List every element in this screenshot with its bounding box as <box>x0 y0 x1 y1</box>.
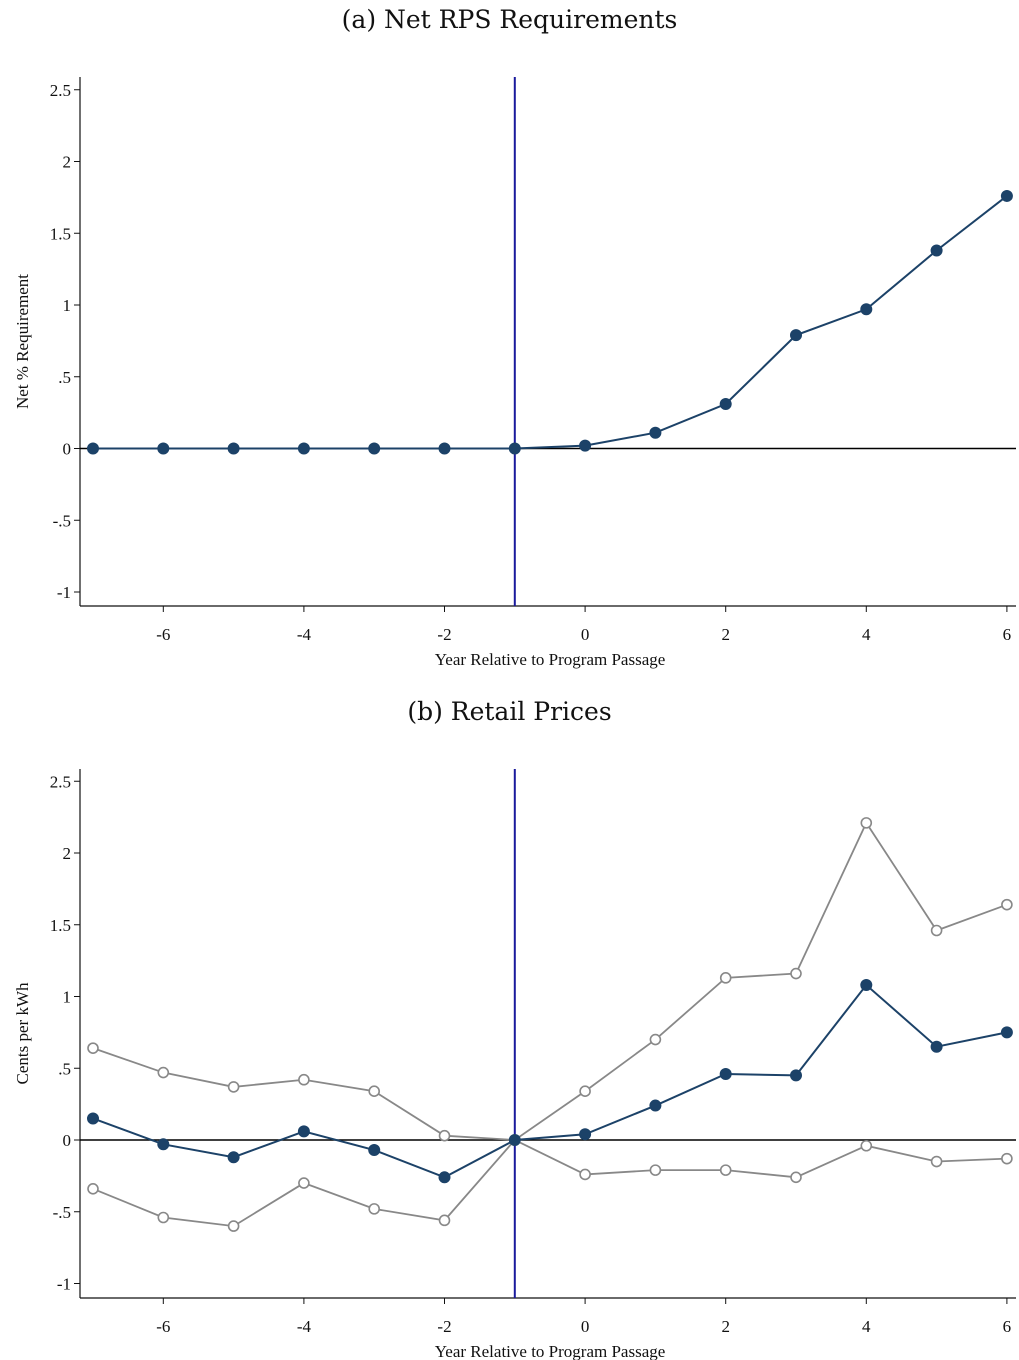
x-tick-label: -4 <box>297 1317 312 1336</box>
data-point-estimate <box>719 1067 732 1080</box>
data-point-lower <box>930 1155 943 1168</box>
y-tick-label: 2.5 <box>50 81 71 100</box>
y-axis-label: Net % Requirement <box>13 274 32 409</box>
y-tick-label: 2 <box>63 844 72 863</box>
data-point-upper <box>438 1129 451 1142</box>
x-axis-label: Year Relative to Program Passage <box>435 650 666 669</box>
data-point-estimate <box>1000 189 1013 202</box>
data-point-estimate <box>930 1040 943 1053</box>
x-tick-label: -6 <box>156 1317 170 1336</box>
data-point-estimate <box>649 1099 662 1112</box>
data-point-estimate <box>508 442 521 455</box>
data-point-upper <box>1001 898 1013 911</box>
data-point-upper <box>227 1081 240 1093</box>
data-point-estimate <box>438 442 451 455</box>
x-tick-label: 0 <box>581 625 590 644</box>
y-tick-label: -1 <box>57 583 71 602</box>
x-tick-label: 4 <box>862 1317 871 1336</box>
data-point-lower <box>579 1168 591 1181</box>
x-tick-label: -2 <box>437 625 451 644</box>
data-point-upper <box>87 1042 99 1054</box>
series-line-upper <box>92 821 1008 1141</box>
y-tick-label: -.5 <box>53 1203 71 1222</box>
data-point-estimate <box>297 1125 310 1138</box>
data-point-estimate <box>227 442 240 455</box>
x-tick-label: 6 <box>1003 1317 1012 1336</box>
series-line-estimate <box>92 983 1008 1179</box>
data-point-upper <box>298 1073 310 1086</box>
data-point-lower <box>860 1139 873 1152</box>
data-point-estimate <box>860 979 873 992</box>
y-tick-label: 0 <box>63 1131 72 1150</box>
data-point-lower <box>298 1177 310 1189</box>
data-point-estimate <box>508 1134 521 1146</box>
data-point-upper <box>157 1066 170 1079</box>
data-point-estimate <box>790 329 802 342</box>
data-point-estimate <box>297 442 310 455</box>
data-point-lower <box>1001 1152 1013 1165</box>
panel-b-retail-prices: (b) Retail Prices -1 -.5 0 .5 1 1.5 2 2.5 -6 -4 -2 0… <box>13 697 1016 1360</box>
data-point-estimate <box>860 303 873 316</box>
x-tick-label: 6 <box>1003 625 1012 644</box>
data-point-estimate <box>719 398 732 411</box>
data-point-estimate <box>87 1112 99 1125</box>
y-tick-label: 2.5 <box>50 772 71 791</box>
data-point-lower <box>790 1171 802 1184</box>
series-line-estimate <box>93 195 1008 450</box>
data-point-upper <box>860 817 873 829</box>
y-tick-label: 1.5 <box>50 916 71 935</box>
x-tick-label: 2 <box>721 625 730 644</box>
y-tick-label: 2 <box>63 153 72 172</box>
data-point-estimate <box>930 244 943 257</box>
data-point-upper <box>579 1085 591 1098</box>
data-point-estimate <box>368 1144 381 1157</box>
y-tick-label: -.5 <box>53 511 71 530</box>
y-tick-label: 1 <box>63 296 72 315</box>
y-tick-label: .5 <box>58 368 71 387</box>
x-axis-label: Year Relative to Program Passage <box>435 1342 666 1360</box>
data-point-lower <box>649 1164 662 1176</box>
data-point-estimate <box>157 442 170 455</box>
y-tick-label: .5 <box>58 1059 71 1078</box>
data-point-upper <box>649 1033 662 1046</box>
data-point-estimate <box>790 1069 802 1082</box>
y-tick-label: 1 <box>63 988 72 1007</box>
data-point-estimate <box>1000 1026 1013 1039</box>
panel-a-net-rps-requirements: (a) Net RPS Requirements -1 -.5 0 .5 1 1.5 2 2.5… <box>13 5 1016 669</box>
x-tick-label: -6 <box>156 625 170 644</box>
data-point-lower <box>438 1214 451 1227</box>
data-point-lower <box>157 1211 170 1224</box>
data-point-lower <box>368 1203 381 1215</box>
data-point-upper <box>930 924 943 937</box>
data-point-lower <box>87 1182 99 1195</box>
data-point-lower <box>719 1164 732 1176</box>
data-point-estimate <box>438 1171 451 1184</box>
data-point-estimate <box>579 1128 592 1141</box>
x-tick-label: 4 <box>862 625 871 644</box>
x-tick-label: -4 <box>297 625 312 644</box>
y-axis-label: Cents per kWh <box>13 982 32 1084</box>
chart-title: (b) Retail Prices <box>407 697 611 726</box>
data-point-upper <box>719 972 732 984</box>
x-tick-label: -2 <box>437 1317 451 1336</box>
data-point-estimate <box>368 442 381 455</box>
series-line-lower <box>92 1138 1007 1228</box>
x-tick-label: 2 <box>721 1317 730 1336</box>
data-point-upper <box>368 1085 381 1098</box>
data-point-estimate <box>157 1138 170 1151</box>
data-point-estimate <box>579 439 592 452</box>
x-tick-label: 0 <box>581 1317 590 1336</box>
y-tick-label: -1 <box>57 1275 71 1294</box>
data-point-lower <box>227 1220 240 1232</box>
data-point-upper <box>790 967 802 980</box>
data-point-estimate <box>649 426 662 439</box>
chart-title: (a) Net RPS Requirements <box>342 5 678 34</box>
y-tick-label: 0 <box>63 440 72 459</box>
data-point-estimate <box>87 442 99 455</box>
data-point-estimate <box>227 1151 240 1164</box>
y-tick-label: 1.5 <box>50 224 71 243</box>
